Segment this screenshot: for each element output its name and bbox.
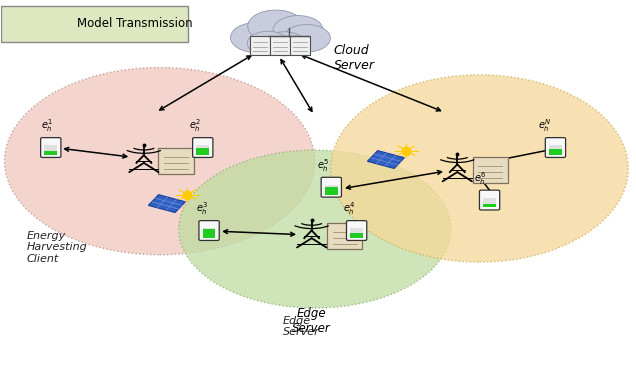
Text: $e^3_{h}$: $e^3_{h}$: [197, 201, 209, 217]
Ellipse shape: [179, 150, 451, 308]
FancyBboxPatch shape: [473, 157, 508, 183]
FancyBboxPatch shape: [197, 145, 209, 155]
Circle shape: [247, 31, 289, 55]
Text: $e^N_{h}$: $e^N_{h}$: [538, 118, 551, 134]
FancyBboxPatch shape: [321, 177, 342, 197]
FancyBboxPatch shape: [325, 187, 338, 195]
FancyBboxPatch shape: [545, 138, 565, 158]
Ellipse shape: [331, 75, 628, 262]
FancyBboxPatch shape: [325, 185, 338, 195]
Text: Edge
Server: Edge Server: [293, 307, 331, 335]
Circle shape: [273, 16, 323, 44]
Text: Energy
Harvesting
Client: Energy Harvesting Client: [27, 231, 88, 264]
FancyBboxPatch shape: [270, 36, 290, 55]
FancyBboxPatch shape: [203, 229, 216, 238]
Text: $e^2_{h}$: $e^2_{h}$: [189, 118, 201, 134]
FancyBboxPatch shape: [483, 198, 496, 208]
FancyBboxPatch shape: [249, 36, 270, 55]
Text: $e^5_{h}$: $e^5_{h}$: [317, 157, 329, 174]
FancyBboxPatch shape: [193, 138, 213, 158]
FancyBboxPatch shape: [197, 148, 209, 155]
FancyBboxPatch shape: [350, 228, 363, 238]
FancyBboxPatch shape: [549, 145, 562, 155]
FancyBboxPatch shape: [1, 6, 188, 42]
FancyBboxPatch shape: [350, 233, 363, 238]
Text: $e^1_{h}$: $e^1_{h}$: [41, 118, 53, 134]
Circle shape: [283, 24, 330, 52]
FancyBboxPatch shape: [483, 204, 496, 208]
FancyBboxPatch shape: [45, 151, 57, 155]
Text: Edge
Server: Edge Server: [283, 316, 320, 337]
FancyBboxPatch shape: [199, 221, 219, 240]
Text: Cloud
Server: Cloud Server: [334, 44, 375, 72]
Circle shape: [230, 23, 282, 53]
Ellipse shape: [4, 67, 315, 255]
Polygon shape: [368, 151, 404, 168]
Text: $e^6_{h}$: $e^6_{h}$: [474, 170, 487, 187]
Circle shape: [247, 10, 303, 43]
Circle shape: [264, 32, 305, 56]
FancyBboxPatch shape: [480, 190, 500, 210]
FancyBboxPatch shape: [203, 228, 216, 238]
FancyBboxPatch shape: [347, 221, 367, 240]
FancyBboxPatch shape: [45, 145, 57, 155]
FancyBboxPatch shape: [290, 36, 310, 55]
FancyBboxPatch shape: [158, 148, 194, 174]
FancyBboxPatch shape: [327, 223, 363, 249]
FancyBboxPatch shape: [41, 138, 61, 158]
Text: Model Transmission: Model Transmission: [78, 17, 193, 30]
Polygon shape: [148, 195, 185, 212]
FancyBboxPatch shape: [549, 149, 562, 155]
Text: $e^4_{h}$: $e^4_{h}$: [343, 201, 356, 217]
